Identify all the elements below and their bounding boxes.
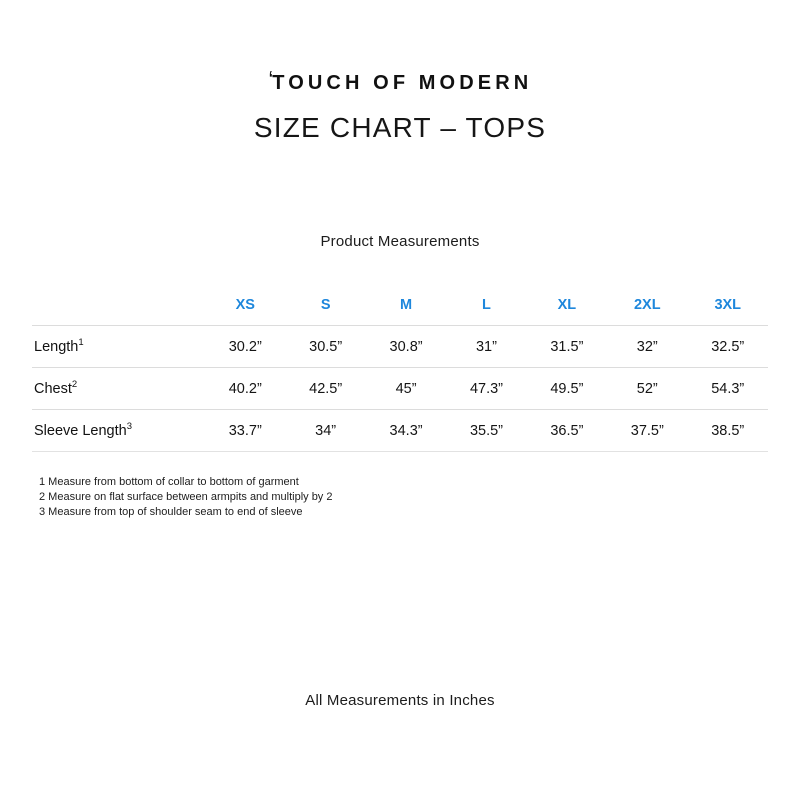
size-chart-table: XS S M L XL 2XL 3XL Length1 30.2” 30.5” …: [32, 284, 768, 452]
footnote-marker-3: 3: [126, 420, 133, 432]
cell-length-l: 31”: [475, 338, 497, 355]
cell-length-s: 30.5”: [309, 338, 343, 355]
cell-sleeve-2xl: 37.5”: [630, 422, 664, 439]
table-header-row: XS S M L XL 2XL 3XL: [32, 284, 768, 326]
cell-length-xs: 30.2”: [228, 338, 262, 355]
cell-chest-xs: 40.2”: [228, 380, 262, 397]
cell-sleeve-m: 34.3”: [389, 422, 423, 439]
bottom-note: All Measurements in Inches: [305, 692, 495, 709]
table-row: Sleeve Length3 33.7” 34” 34.3” 35.5” 36.…: [32, 409, 768, 452]
measurement-label-length-text: Length: [34, 338, 79, 355]
size-header-2xl: 2XL: [633, 296, 661, 313]
cell-sleeve-l: 35.5”: [469, 422, 503, 439]
footnotes: 1 Measure from bottom of collar to botto…: [39, 475, 332, 521]
cell-chest-s: 42.5”: [309, 380, 343, 397]
brand-tick-mark: ‘: [268, 68, 273, 90]
cell-sleeve-xl: 36.5”: [550, 422, 584, 439]
footnote-2: 2 Measure on flat surface between armpit…: [39, 491, 333, 504]
size-header-3xl: 3XL: [714, 296, 742, 313]
cell-length-m: 30.8”: [389, 338, 423, 355]
measurement-label-chest: Chest2: [32, 368, 205, 410]
cell-length-3xl: 32.5”: [711, 338, 745, 355]
cell-sleeve-3xl: 38.5”: [711, 422, 745, 439]
measurement-label-length: Length1: [32, 326, 205, 368]
size-header-s: S: [320, 296, 331, 313]
table-row: Length1 30.2” 30.5” 30.8” 31” 31.5” 32” …: [32, 325, 768, 368]
cell-length-2xl: 32”: [636, 338, 658, 355]
cell-chest-xl: 49.5”: [550, 380, 584, 397]
footnote-marker-2: 2: [71, 378, 78, 390]
cell-chest-l: 47.3”: [469, 380, 503, 397]
cell-chest-2xl: 52”: [636, 380, 658, 397]
cell-chest-3xl: 54.3”: [711, 380, 745, 397]
size-header-xl: XL: [557, 296, 577, 313]
size-header-l: L: [482, 296, 491, 313]
footnote-marker-1: 1: [78, 336, 84, 348]
table-corner-cell: [32, 284, 205, 326]
cell-length-xl: 31.5”: [550, 338, 584, 355]
measurement-label-sleeve-length-text: Sleeve Length: [34, 422, 127, 439]
footnote-3: 3 Measure from top of shoulder seam to e…: [39, 506, 303, 519]
measurement-label-sleeve-length: Sleeve Length3: [32, 410, 205, 452]
brand-name: TOUCH OF MODERN: [272, 72, 533, 94]
size-header-xs: XS: [235, 296, 255, 313]
cell-sleeve-s: 34”: [315, 422, 337, 439]
cell-chest-m: 45”: [395, 380, 417, 397]
brand-logo: ‘TOUCH OF MODERN: [0, 68, 800, 95]
table-row: Chest2 40.2” 42.5” 45” 47.3” 49.5” 52” 5…: [32, 367, 768, 410]
measurement-label-chest-text: Chest: [34, 380, 72, 397]
page-title: SIZE CHART – TOPS: [253, 112, 547, 143]
size-header-m: M: [400, 296, 413, 313]
footnote-1: 1 Measure from bottom of collar to botto…: [39, 476, 299, 488]
cell-sleeve-xs: 33.7”: [228, 422, 262, 439]
section-subtitle: Product Measurements: [320, 233, 480, 250]
